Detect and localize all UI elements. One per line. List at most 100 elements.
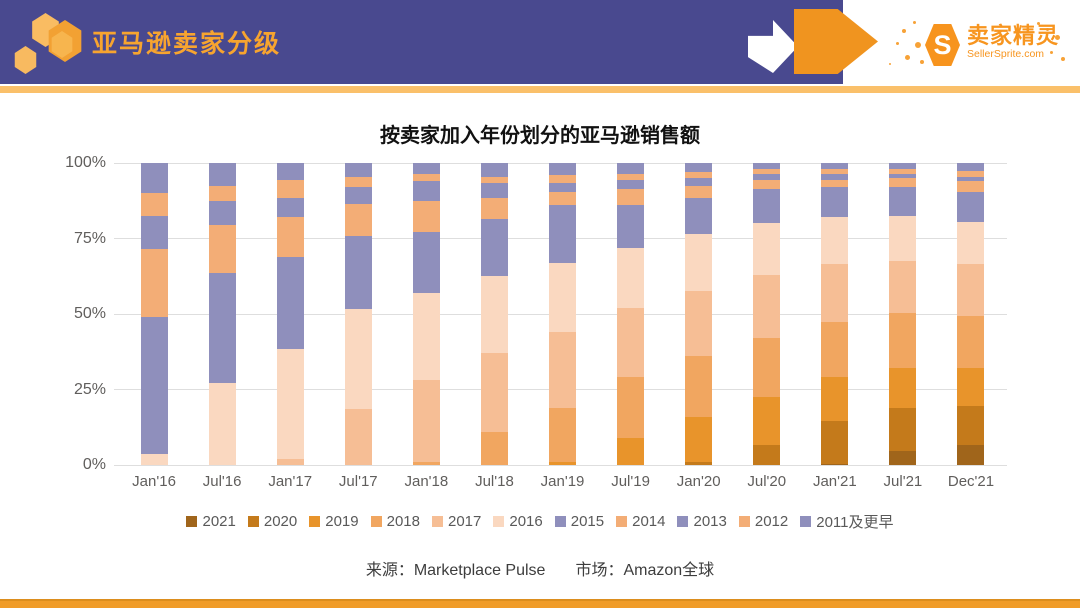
sellersprite-logo[interactable]: S 卖家精灵 SellerSprite.com — [925, 24, 1059, 66]
bar-column-Jan'20 — [665, 163, 733, 465]
bar-segment-2019 — [957, 368, 985, 407]
chart-legend: 2021 2020 2019 2018 2017 2016 2015 2014 2013 2012… — [0, 511, 1080, 532]
x-axis-label: Jul'21 — [883, 473, 923, 490]
bar-column-Jul'18 — [460, 163, 528, 465]
arrow-right-orange-icon — [794, 9, 878, 74]
bar-segment-2016 — [957, 221, 985, 265]
stacked-bar — [344, 163, 372, 465]
bar-column-Jul'21 — [869, 163, 937, 465]
stacked-bar — [617, 163, 645, 465]
bottom-accent-strip — [0, 599, 1080, 608]
chart-title: 按卖家加入年份划分的亚马逊销售额 — [380, 125, 700, 147]
dot-decoration — [902, 29, 906, 33]
bar-column-Jan'21 — [801, 163, 869, 465]
legend-swatch — [738, 516, 750, 527]
stacked-bar — [480, 163, 508, 465]
legend-swatch — [554, 516, 566, 527]
bar-segment-2015 — [140, 317, 168, 455]
bar-segment-2020 — [889, 407, 917, 452]
bar-segment-2011及更早 — [412, 163, 440, 174]
stacked-bar — [889, 163, 917, 465]
x-axis-label: Jul'17 — [338, 473, 378, 490]
logo-hexagon-s-icon: S — [925, 24, 960, 66]
bar-segment-2013 — [957, 176, 985, 182]
stacked-bar — [821, 163, 849, 465]
legend-swatch — [186, 516, 198, 527]
bar-segment-2018 — [821, 321, 849, 378]
bar-segment-2017 — [753, 274, 781, 339]
stacked-bar — [957, 163, 985, 465]
x-axis-label: Jan'17 — [268, 473, 313, 490]
stacked-bar — [753, 163, 781, 465]
legend-label: 2012 — [754, 513, 789, 530]
bar-segment-2014 — [821, 179, 849, 188]
bar-segment-2012 — [821, 169, 849, 174]
stacked-bar — [140, 163, 168, 465]
bar-segment-2011及更早 — [480, 163, 508, 177]
x-axis-label: Jul'20 — [747, 473, 787, 490]
bar-segment-2013 — [753, 173, 781, 180]
bar-segment-2014 — [140, 249, 168, 318]
legend-item-2011及更早: 2011及更早 — [800, 511, 894, 532]
bar-segment-2013 — [344, 187, 372, 204]
bar-segment-2014 — [753, 179, 781, 189]
bar-segment-2018 — [549, 407, 576, 462]
bar-segment-2012 — [957, 170, 985, 177]
dot-decoration — [889, 63, 891, 65]
bar-segment-2020 — [957, 406, 985, 446]
dot-decoration — [915, 42, 921, 48]
bar-segment-2016 — [412, 292, 440, 381]
bar-segment-2011及更早 — [208, 163, 236, 186]
bar-segment-2019 — [889, 368, 917, 408]
legend-item-2020: 2020 — [247, 513, 297, 530]
bar-segment-2015 — [549, 205, 576, 263]
bars-container — [120, 163, 1005, 465]
dot-decoration — [905, 55, 910, 60]
bar-segment-2012 — [889, 169, 917, 174]
bar-segment-2018 — [753, 338, 781, 398]
bar-segment-2014 — [617, 188, 645, 206]
gridline — [114, 464, 1007, 466]
legend-swatch — [616, 516, 628, 527]
y-axis-label: 75% — [73, 229, 106, 247]
bar-segment-2011及更早 — [685, 163, 713, 173]
legend-item-2018: 2018 — [370, 513, 420, 530]
bar-segment-2015 — [753, 188, 781, 224]
bar-segment-2013 — [412, 181, 440, 201]
bar-segment-2011及更早 — [140, 163, 168, 194]
legend-swatch — [247, 516, 259, 527]
y-axis-label: 25% — [73, 380, 106, 398]
bar-segment-2015 — [480, 218, 508, 277]
x-axis-label: Jul'16 — [202, 473, 242, 490]
bar-segment-2014 — [344, 203, 372, 236]
bar-segment-2012 — [276, 179, 304, 198]
x-axis: Jan'16 Jul'16 Jan'17 Jul'17 Jan'18 Jul'18 Jan'… — [120, 473, 1005, 490]
bar-column-Jan'18 — [392, 163, 460, 465]
bar-segment-2018 — [685, 356, 713, 417]
bar-segment-2016 — [549, 262, 576, 333]
logo-name-en: SellerSprite.com — [967, 48, 1045, 60]
bar-segment-2011及更早 — [617, 163, 645, 174]
bar-segment-2013 — [821, 173, 849, 180]
bar-segment-2014 — [412, 200, 440, 233]
bar-segment-2017 — [276, 458, 304, 465]
bar-column-Jul'16 — [188, 163, 256, 465]
bar-segment-2014 — [480, 197, 508, 219]
bar-segment-2020 — [685, 461, 713, 465]
bar-segment-2017 — [685, 291, 713, 357]
bar-segment-2013 — [889, 173, 917, 179]
x-axis-label: Jan'19 — [540, 473, 585, 490]
dot-decoration — [1055, 35, 1060, 40]
legend-swatch — [800, 516, 812, 527]
stacked-bar — [208, 163, 236, 465]
dot-decoration — [920, 60, 924, 64]
bar-segment-2021 — [889, 451, 917, 465]
bar-segment-2015 — [208, 273, 236, 384]
bar-segment-2013 — [208, 200, 236, 225]
bar-segment-2017 — [821, 264, 849, 322]
bar-segment-2015 — [344, 235, 372, 310]
x-axis-label: Jan'20 — [676, 473, 721, 490]
bar-segment-2011及更早 — [549, 163, 576, 176]
dot-decoration — [896, 42, 899, 45]
source-label: 来源：Marketplace Pulse — [365, 562, 546, 579]
